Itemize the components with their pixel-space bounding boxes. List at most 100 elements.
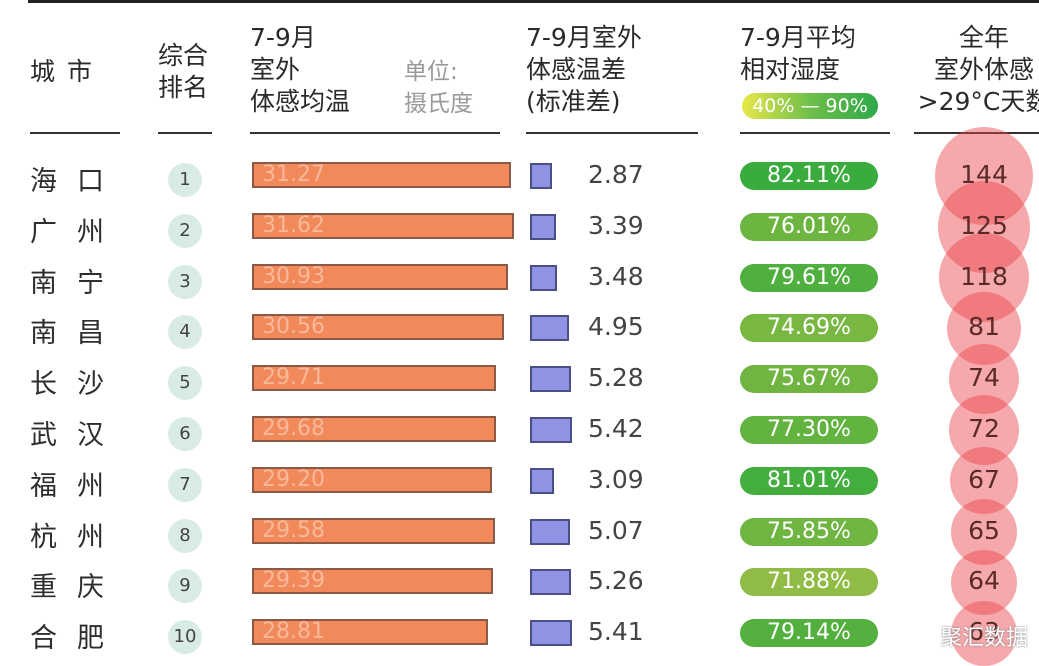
header-std: 7-9月室外 体感温差 (标准差) [526, 23, 642, 116]
std-value: 4.95 [588, 312, 644, 342]
temp-bar [252, 365, 496, 392]
temp-value: 29.58 [262, 517, 325, 543]
temp-value: 28.81 [262, 619, 325, 645]
humidity-pill: 82.11% [740, 162, 878, 190]
temp-value: 30.56 [262, 314, 325, 340]
std-value: 5.41 [588, 617, 644, 647]
temp-bar [252, 517, 495, 544]
header-days: 全年 室外体感 >29°C天数 [917, 23, 1039, 116]
rank-badge: 5 [168, 366, 202, 401]
table-row: 重庆 9 29.39 5.26 71.88% 64 [0, 557, 1039, 607]
city-name: 南宁 [30, 267, 124, 299]
temp-bar [252, 568, 493, 595]
humidity-pill: 75.85% [740, 517, 878, 546]
temp-value: 29.39 [262, 568, 325, 594]
header-city: 城市 [30, 57, 105, 86]
std-value: 5.42 [588, 414, 644, 443]
temp-value: 29.68 [262, 416, 325, 441]
rank-badge: 4 [168, 315, 202, 350]
humidity-pill: 74.69% [740, 314, 878, 343]
days-value: 125 [960, 210, 1008, 240]
rank-badge: 1 [168, 163, 202, 197]
header-temp: 7-9月 室外 体感均温 [250, 23, 351, 116]
rank-badge: 9 [168, 569, 202, 604]
temp-bar [252, 212, 514, 239]
watermark: 聚汇数据 [940, 626, 1029, 651]
days-value: 67 [968, 464, 1000, 494]
days-bubble [950, 447, 1018, 515]
temp-value: 29.71 [262, 365, 325, 391]
days-bubble [950, 498, 1018, 565]
days-bubble [934, 126, 1034, 226]
table-row: 海口 1 31.27 2.87 82.11% 144 [0, 151, 1039, 201]
std-value: 5.26 [588, 566, 644, 596]
std-bar [530, 417, 572, 443]
std-bar [530, 467, 554, 494]
temp-bar [252, 162, 511, 188]
humidity-pill: 79.61% [740, 263, 878, 292]
std-bar [530, 620, 572, 647]
humidity-legend: 40% — 90% [742, 93, 878, 119]
temp-value: 30.93 [262, 263, 325, 289]
days-bubble [947, 291, 1021, 366]
rank-badge: 6 [168, 417, 202, 451]
city-name: 重庆 [30, 572, 124, 604]
temp-value: 31.62 [262, 212, 325, 238]
days-value: 74 [968, 363, 1000, 393]
header-rule-days [914, 132, 1039, 134]
std-value: 3.48 [588, 261, 644, 291]
header-rank: 综合 排名 [158, 41, 209, 102]
temp-value: 31.27 [262, 162, 325, 187]
header-rule-std [526, 132, 698, 134]
table-row: 福州 7 29.20 3.09 81.01% 67 [0, 456, 1039, 506]
days-bubble [939, 233, 1029, 323]
table-row: 杭州 8 29.58 5.07 75.85% 65 [0, 507, 1039, 557]
rank-badge: 3 [168, 264, 202, 299]
std-value: 2.87 [588, 160, 644, 189]
days-value: 64 [968, 566, 1000, 596]
days-value: 72 [968, 414, 1000, 443]
humidity-pill: 75.67% [740, 365, 878, 394]
table-row: 南宁 3 30.93 3.48 79.61% 118 [0, 253, 1039, 303]
rank-badge: 7 [168, 467, 202, 502]
temp-bar [252, 314, 504, 341]
std-value: 3.39 [588, 210, 644, 240]
temp-bar [252, 619, 488, 646]
std-value: 3.09 [588, 464, 644, 494]
std-bar [530, 366, 571, 393]
rank-badge: 2 [168, 213, 202, 248]
city-name: 合肥 [30, 623, 124, 655]
std-bar [530, 315, 569, 342]
table-row: 武汉 6 29.68 5.42 77.30% 72 [0, 405, 1039, 455]
city-name: 海口 [30, 166, 124, 197]
days-value: 144 [960, 160, 1008, 189]
temp-bar [252, 466, 492, 493]
days-bubble [938, 180, 1030, 273]
days-value: 63 [968, 617, 1000, 647]
std-bar [530, 213, 556, 240]
table-row: 南昌 4 30.56 4.95 74.69% 81 [0, 303, 1039, 353]
city-name: 广州 [30, 216, 124, 248]
humidity-pill: 77.30% [740, 416, 878, 444]
temp-bar [252, 263, 508, 290]
std-value: 5.28 [588, 363, 644, 393]
days-value: 65 [968, 515, 1000, 545]
temp-bar [252, 416, 496, 442]
header-rule-humidity [740, 132, 890, 134]
days-bubble [948, 343, 1020, 415]
std-bar [530, 264, 557, 291]
humidity-pill: 71.88% [740, 568, 878, 597]
std-value: 5.07 [588, 515, 644, 545]
table-row: 合肥 10 28.81 5.41 79.14% 63 [0, 608, 1039, 658]
days-value: 118 [960, 261, 1008, 291]
days-bubble [949, 395, 1019, 465]
days-value: 81 [968, 312, 1000, 342]
header-rule-rank [158, 132, 212, 134]
rank-badge: 10 [168, 620, 202, 655]
header-humidity: 7-9月平均 相对湿度 [740, 23, 856, 84]
city-name: 长沙 [30, 369, 124, 401]
rank-badge: 8 [168, 518, 202, 553]
city-name: 武汉 [30, 420, 124, 451]
std-bar [530, 569, 571, 596]
header-rule-temp [250, 132, 500, 134]
